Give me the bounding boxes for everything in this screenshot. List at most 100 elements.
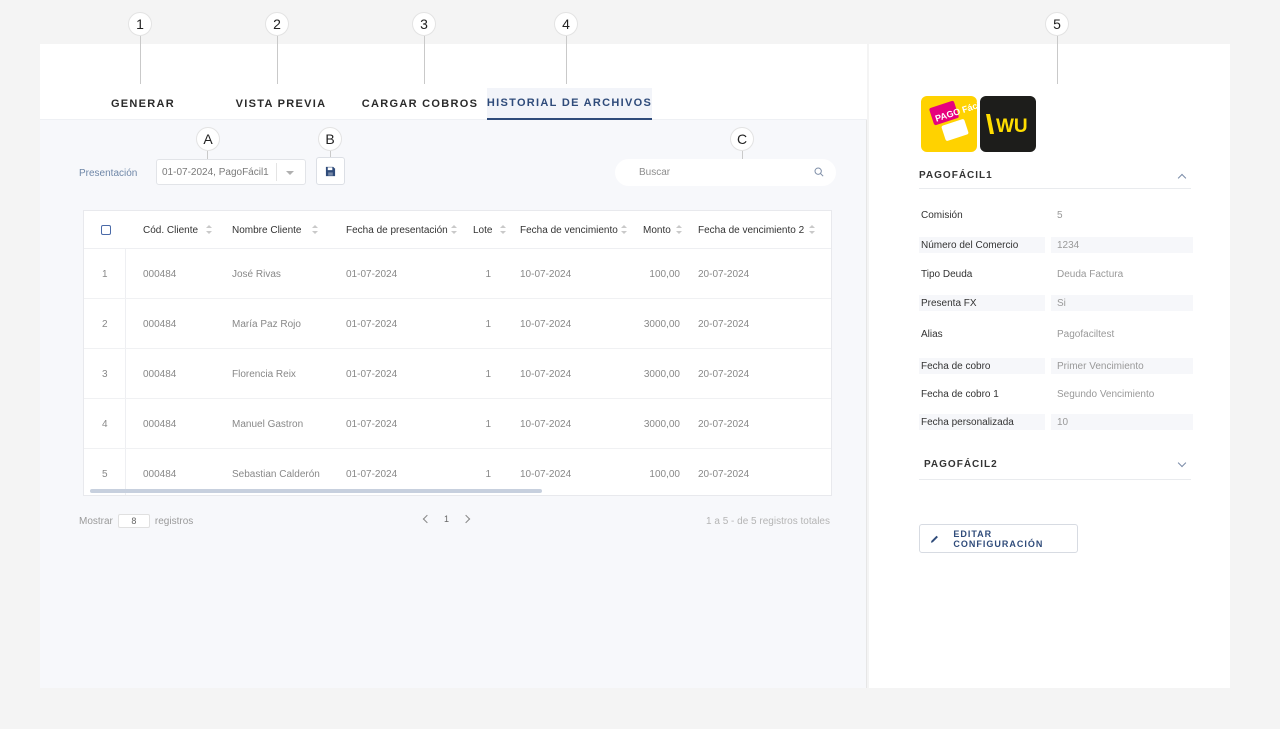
table-row[interactable]: 1 000484 José Rivas 01-07-2024 1 10-07-2… [84,249,831,299]
tabs-bar: GENERAR VISTA PREVIA CARGAR COBROS HISTO… [40,44,867,120]
sort-icon [809,225,816,235]
column-header-monto[interactable]: Monto [643,211,682,249]
callout-3-line [424,36,425,84]
records-summary: 1 a 5 - de 5 registros totales [706,516,830,527]
callout-3: 3 [412,12,436,36]
cell-index: 1 [102,268,108,280]
table-row[interactable]: 4 000484 Manuel Gastron 01-07-2024 1 10-… [84,399,831,449]
cell-lote: 1 [485,318,491,330]
config-row-numero-comercio: Número del Comercio 1234 [919,237,1193,253]
edit-configuration-button[interactable]: EDITAR CONFIGURACIÓN [919,524,1078,553]
section-pagofacil2-header[interactable]: PAGOFÁCIL2 [919,450,1191,480]
main-panel: GENERAR VISTA PREVIA CARGAR COBROS HISTO… [40,44,867,688]
presentation-select-value: 01-07-2024, PagoFácil1 [162,166,269,178]
pagofacil-logo[interactable]: PAGO Fácil [921,96,977,152]
tab-generar[interactable]: GENERAR [110,98,176,110]
cell-fecha-vencimiento: 10-07-2024 [520,368,572,380]
cell-fecha-presentacion: 01-07-2024 [346,368,398,380]
cell-fecha-vencimiento: 10-07-2024 [520,268,572,280]
save-button[interactable] [316,157,345,185]
cell-fecha-presentacion: 01-07-2024 [346,268,398,280]
horizontal-scrollbar[interactable] [90,489,542,493]
callout-4-line [566,36,567,84]
cell-fecha-vencimiento: 10-07-2024 [520,418,572,430]
cell-codigo: 000484 [143,318,177,330]
callout-2: 2 [265,12,289,36]
callout-5: 5 [1045,12,1069,36]
cell-fecha-presentacion: 01-07-2024 [346,418,398,430]
cell-codigo: 000484 [143,268,177,280]
cell-fecha-vencimiento-2: 20-07-2024 [698,268,750,280]
callout-5-line [1057,36,1058,84]
sort-icon [620,225,627,235]
column-header-fecha-vencimiento[interactable]: Fecha de vencimiento [520,211,627,249]
tab-historial-de-archivos[interactable]: HISTORIAL DE ARCHIVOS [487,88,652,120]
chevron-up-icon [1177,173,1187,182]
callout-b: B [318,127,342,151]
select-divider [276,163,277,181]
tab-cargar-cobros[interactable]: CARGAR COBROS [361,98,479,110]
section-pagofacil2-title: PAGOFÁCIL2 [924,459,998,470]
section-pagofacil1-header[interactable]: PAGOFÁCIL1 [919,163,1191,189]
sort-icon [312,225,319,235]
pagination: 1 [422,514,471,524]
column-header-fecha-vencimiento-2[interactable]: Fecha de vencimiento 2 [698,211,816,249]
cell-codigo: 000484 [143,468,177,480]
sort-icon [206,225,213,235]
cell-fecha-presentacion: 01-07-2024 [346,468,398,480]
cell-fecha-vencimiento-2: 20-07-2024 [698,418,750,430]
config-panel: PAGO Fácil WU PAGOFÁCIL1 Comisión 5 Númer… [869,44,1230,688]
callout-1-line [140,36,141,84]
cell-nombre: Florencia Reix [232,368,296,380]
search-icon[interactable] [814,167,824,177]
presentation-select[interactable]: 01-07-2024, PagoFácil1 [156,159,306,185]
column-header-codigo[interactable]: Cód. Cliente [143,211,213,249]
column-header-lote[interactable]: Lote [473,211,507,249]
cell-codigo: 000484 [143,368,177,380]
cell-index: 4 [102,418,108,430]
sort-icon [450,225,457,235]
chevron-down-icon [1177,458,1187,467]
cell-fecha-presentacion: 01-07-2024 [346,318,398,330]
cell-fecha-vencimiento-2: 20-07-2024 [698,368,750,380]
svg-text:WU: WU [996,116,1028,137]
page-size-control: Mostrar 8 registros [79,514,193,528]
cell-monto: 100,00 [649,468,680,480]
callout-a: A [196,127,220,151]
cell-fecha-vencimiento: 10-07-2024 [520,468,572,480]
presentation-label: Presentación [79,168,138,179]
table-row[interactable]: 3 000484 Florencia Reix 01-07-2024 1 10-… [84,349,831,399]
cell-fecha-vencimiento: 10-07-2024 [520,318,572,330]
cell-nombre: Sebastian Calderón [232,468,320,480]
cell-nombre: María Paz Rojo [232,318,301,330]
cell-fecha-vencimiento-2: 20-07-2024 [698,318,750,330]
cell-nombre: José Rivas [232,268,281,280]
callout-a-line [207,151,208,159]
search-input[interactable]: Buscar [615,159,836,186]
config-row-comision: Comisión 5 [921,209,1063,221]
show-label: Mostrar [79,515,113,527]
cell-lote: 1 [485,268,491,280]
callout-2-line [277,36,278,84]
cell-nombre: Manuel Gastron [232,418,304,430]
current-page[interactable]: 1 [444,514,450,524]
records-table: Cód. Cliente Nombre Cliente Fecha de pre… [83,210,832,496]
callout-b-line [330,151,331,157]
edit-configuration-label: EDITAR CONFIGURACIÓN [953,528,1044,549]
chevron-down-icon [286,171,294,175]
table-row[interactable]: 2 000484 María Paz Rojo 01-07-2024 1 10-… [84,299,831,349]
chevron-left-icon[interactable] [422,514,432,524]
column-header-fecha-presentacion[interactable]: Fecha de presentación [346,211,457,249]
chevron-right-icon[interactable] [461,514,471,524]
cell-fecha-vencimiento-2: 20-07-2024 [698,468,750,480]
section-pagofacil1-title: PAGOFÁCIL1 [919,170,993,181]
tab-vista-previa[interactable]: VISTA PREVIA [235,98,327,110]
column-header-nombre[interactable]: Nombre Cliente [232,211,319,249]
page-size-stepper[interactable]: 8 [117,514,150,528]
config-row-fecha-cobro: Fecha de cobro Primer Vencimiento [919,358,1193,374]
western-union-logo[interactable]: WU [980,96,1036,152]
cell-monto: 3000,00 [643,318,680,330]
table-row[interactable]: 5 000484 Sebastian Calderón 01-07-2024 1… [84,449,831,495]
callout-4: 4 [554,12,578,36]
select-all-checkbox[interactable] [101,225,111,235]
